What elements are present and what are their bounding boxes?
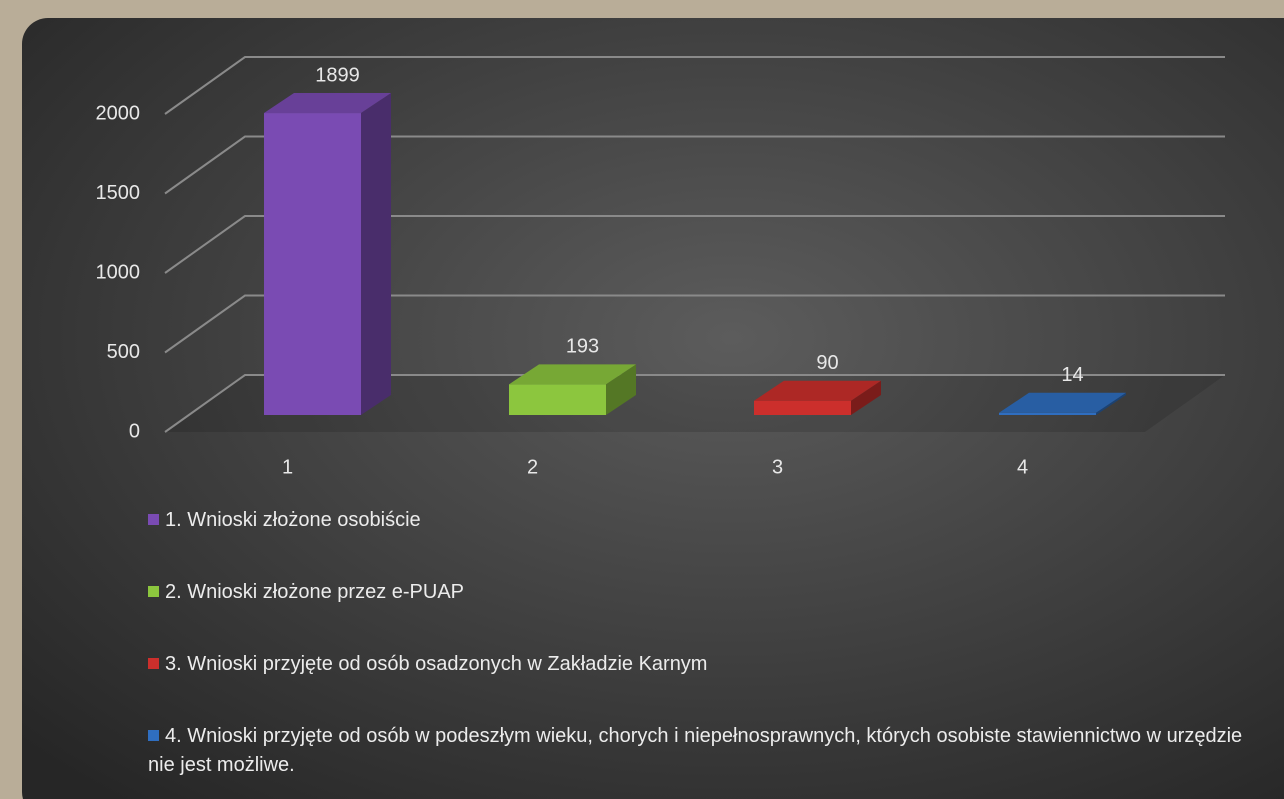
legend-swatch [148, 514, 159, 525]
legend-label: 2. Wnioski złożone przez e-PUAP [165, 581, 464, 603]
legend-label: 1. Wnioski złożone osobiście [165, 509, 421, 531]
x-tick-label: 4 [1017, 456, 1028, 478]
legend-entry: 2. Wnioski złożone przez e-PUAP [148, 578, 1258, 607]
data-label: 14 [1061, 364, 1083, 386]
legend-entry: 1. Wnioski złożone osobiście [148, 506, 1258, 535]
legend-label: 4. Wnioski przyjęte od osób w podeszłym … [148, 725, 1242, 776]
legend-entry: 3. Wnioski przyjęte od osób osadzonych w… [148, 650, 1258, 679]
data-label: 90 [816, 352, 838, 374]
legend-swatch [148, 658, 159, 669]
bar [509, 384, 606, 415]
y-tick-label: 1000 [96, 261, 141, 283]
y-tick-label: 2000 [96, 102, 141, 124]
bar [999, 413, 1096, 415]
legend-entry: 4. Wnioski przyjęte od osób w podeszłym … [148, 722, 1258, 780]
y-tick-label: 0 [129, 420, 140, 442]
y-tick-label: 500 [107, 341, 140, 363]
y-tick-label: 1500 [96, 182, 141, 204]
x-tick-label: 1 [282, 456, 293, 478]
data-label: 1899 [315, 64, 360, 86]
page: 0 500 1000 1500 2000 1 2 3 4 1899 193 90 14 1. Wnios… [0, 0, 1284, 799]
legend-swatch [148, 730, 159, 741]
data-label: 193 [566, 336, 599, 358]
x-tick-label: 3 [772, 456, 783, 478]
x-tick-label: 2 [527, 456, 538, 478]
bar [264, 113, 361, 415]
bar-side [361, 93, 391, 415]
chart: 0 500 1000 1500 2000 1 2 3 4 1899 193 90 14 [0, 0, 1284, 799]
bar [754, 401, 851, 415]
legend-label: 3. Wnioski przyjęte od osób osadzonych w… [165, 653, 707, 675]
legend-swatch [148, 586, 159, 597]
